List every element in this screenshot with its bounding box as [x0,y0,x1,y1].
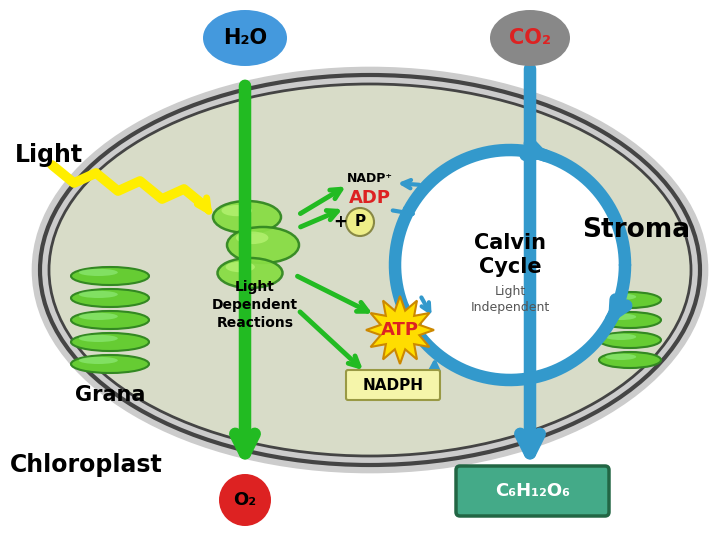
Ellipse shape [71,333,149,351]
Circle shape [395,150,625,380]
Polygon shape [366,296,434,364]
Ellipse shape [599,292,661,308]
Text: NADP⁺: NADP⁺ [347,172,393,185]
Ellipse shape [71,267,149,285]
Ellipse shape [606,334,636,340]
Text: +: + [333,213,347,231]
Ellipse shape [78,269,118,276]
Ellipse shape [78,357,118,364]
Text: Grana: Grana [75,385,145,405]
Ellipse shape [71,311,149,329]
Circle shape [346,208,374,236]
Text: Light
Independent: Light Independent [470,286,549,314]
Text: ADP: ADP [349,189,391,207]
Ellipse shape [40,75,700,465]
Text: P: P [354,214,366,230]
Ellipse shape [71,289,149,307]
Text: CO₂: CO₂ [509,28,551,48]
Ellipse shape [225,262,255,272]
Ellipse shape [217,258,282,288]
Ellipse shape [606,294,636,300]
FancyBboxPatch shape [456,466,609,516]
Text: Light: Light [15,143,83,167]
Text: Calvin
Cycle: Calvin Cycle [474,233,546,278]
Text: C₆H₁₂O₆: C₆H₁₂O₆ [495,482,570,500]
Ellipse shape [599,352,661,368]
Ellipse shape [78,335,118,342]
Ellipse shape [78,313,118,320]
Text: NADPH: NADPH [362,377,423,393]
Ellipse shape [599,312,661,328]
Ellipse shape [71,355,149,373]
Text: O₂: O₂ [233,491,256,509]
Text: Chloroplast: Chloroplast [10,453,163,477]
Ellipse shape [213,201,281,233]
Ellipse shape [227,227,299,263]
Ellipse shape [606,314,636,320]
Text: Light
Dependent
Reactions: Light Dependent Reactions [212,280,298,330]
Ellipse shape [599,332,661,348]
Ellipse shape [222,205,252,216]
Ellipse shape [78,291,118,298]
Ellipse shape [490,10,570,66]
Ellipse shape [203,10,287,66]
Ellipse shape [606,354,636,360]
Text: ATP: ATP [381,321,419,339]
Ellipse shape [236,232,269,244]
Circle shape [219,474,271,526]
Text: H₂O: H₂O [223,28,267,48]
FancyBboxPatch shape [346,370,440,400]
Text: Stroma: Stroma [582,217,690,243]
